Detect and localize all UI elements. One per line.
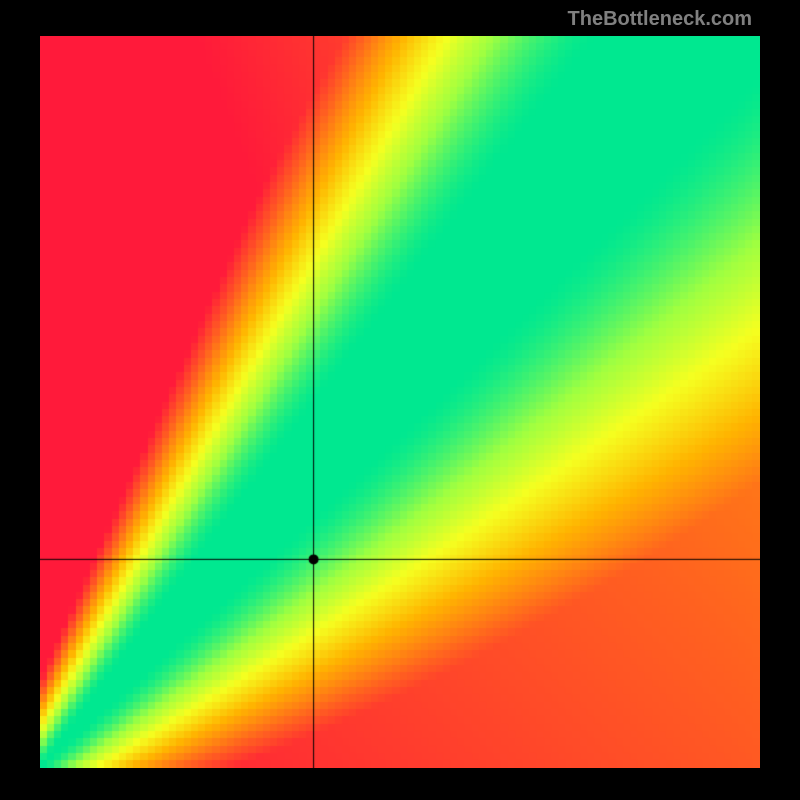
heatmap-canvas [40,36,760,768]
chart-container: TheBottleneck.com [0,0,800,800]
watermark-text: TheBottleneck.com [568,8,752,31]
plot-area [40,36,760,768]
